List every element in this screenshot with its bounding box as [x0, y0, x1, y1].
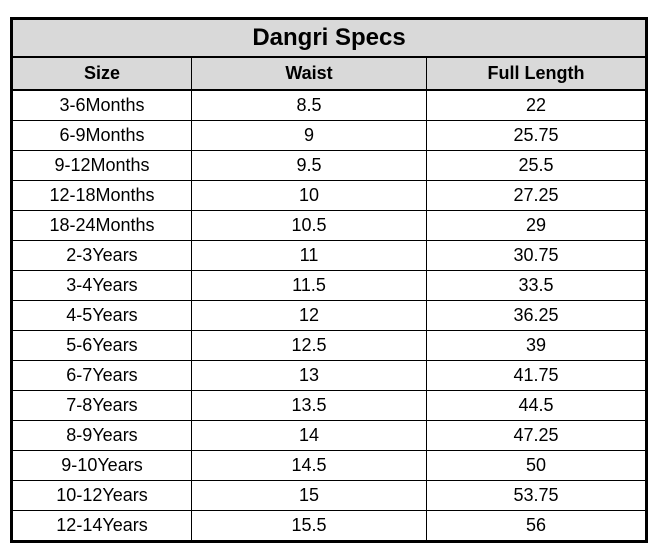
size-cell: 6-7Years [11, 360, 192, 391]
size-cell: 6-9Months [11, 120, 192, 151]
full-length-cell: 36.25 [425, 300, 648, 331]
dangri-specs-table: Dangri Specs Size Waist Full Length 3-6M… [10, 17, 649, 543]
table-row: 6-9Months 9 25.75 [11, 120, 648, 151]
full-length-cell: 33.5 [425, 270, 648, 301]
table-row: 6-7Years 13 41.75 [11, 360, 648, 391]
full-length-cell: 53.75 [425, 480, 648, 511]
size-cell: 5-6Years [11, 330, 192, 361]
table-row: 2-3Years 11 30.75 [11, 240, 648, 271]
waist-cell: 8.5 [191, 89, 427, 121]
full-length-cell: 41.75 [425, 360, 648, 391]
size-cell: 3-4Years [11, 270, 192, 301]
table-row: 3-4Years 11.5 33.5 [11, 270, 648, 301]
waist-cell: 10 [191, 180, 427, 211]
table-row: 3-6Months 8.5 22 [11, 89, 648, 121]
waist-cell: 14 [191, 420, 427, 451]
waist-cell: 11 [191, 240, 427, 271]
waist-cell: 15 [191, 480, 427, 511]
waist-cell: 12 [191, 300, 427, 331]
column-header-full-length: Full Length [425, 56, 648, 91]
size-cell: 3-6Months [11, 89, 192, 121]
table-row: 12-18Months 10 27.25 [11, 180, 648, 211]
waist-cell: 9 [191, 120, 427, 151]
table-row: 9-12Months 9.5 25.5 [11, 150, 648, 181]
full-length-cell: 30.75 [425, 240, 648, 271]
waist-cell: 15.5 [191, 510, 427, 542]
waist-cell: 9.5 [191, 150, 427, 181]
full-length-cell: 50 [425, 450, 648, 481]
size-cell: 12-14Years [11, 510, 192, 542]
waist-cell: 10.5 [191, 210, 427, 241]
full-length-cell: 44.5 [425, 390, 648, 421]
table-row: 4-5Years 12 36.25 [11, 300, 648, 331]
table-row: 12-14Years 15.5 56 [11, 510, 648, 542]
size-cell: 10-12Years [11, 480, 192, 511]
size-cell: 9-10Years [11, 450, 192, 481]
full-length-cell: 27.25 [425, 180, 648, 211]
table-row: 10-12Years 15 53.75 [11, 480, 648, 511]
table-title: Dangri Specs [10, 18, 648, 58]
full-length-cell: 39 [425, 330, 648, 361]
size-cell: 7-8Years [11, 390, 192, 421]
waist-cell: 14.5 [191, 450, 427, 481]
column-header-waist: Waist [191, 56, 427, 91]
waist-cell: 13.5 [191, 390, 427, 421]
size-cell: 18-24Months [11, 210, 192, 241]
full-length-cell: 25.5 [425, 150, 648, 181]
full-length-cell: 29 [425, 210, 648, 241]
table-row: 7-8Years 13.5 44.5 [11, 390, 648, 421]
size-cell: 9-12Months [11, 150, 192, 181]
full-length-cell: 47.25 [425, 420, 648, 451]
waist-cell: 11.5 [191, 270, 427, 301]
size-cell: 2-3Years [11, 240, 192, 271]
size-cell: 12-18Months [11, 180, 192, 211]
column-header-size: Size [11, 56, 192, 91]
table-row: 9-10Years 14.5 50 [11, 450, 648, 481]
waist-cell: 12.5 [191, 330, 427, 361]
size-cell: 4-5Years [11, 300, 192, 331]
table-title-row: Dangri Specs [10, 18, 648, 58]
table-row: 5-6Years 12.5 39 [11, 330, 648, 361]
full-length-cell: 25.75 [425, 120, 648, 151]
table-header-row: Size Waist Full Length [11, 56, 648, 91]
size-cell: 8-9Years [11, 420, 192, 451]
table-row: 8-9Years 14 47.25 [11, 420, 648, 451]
table-row: 18-24Months 10.5 29 [11, 210, 648, 241]
waist-cell: 13 [191, 360, 427, 391]
full-length-cell: 22 [425, 89, 648, 121]
full-length-cell: 56 [425, 510, 648, 542]
